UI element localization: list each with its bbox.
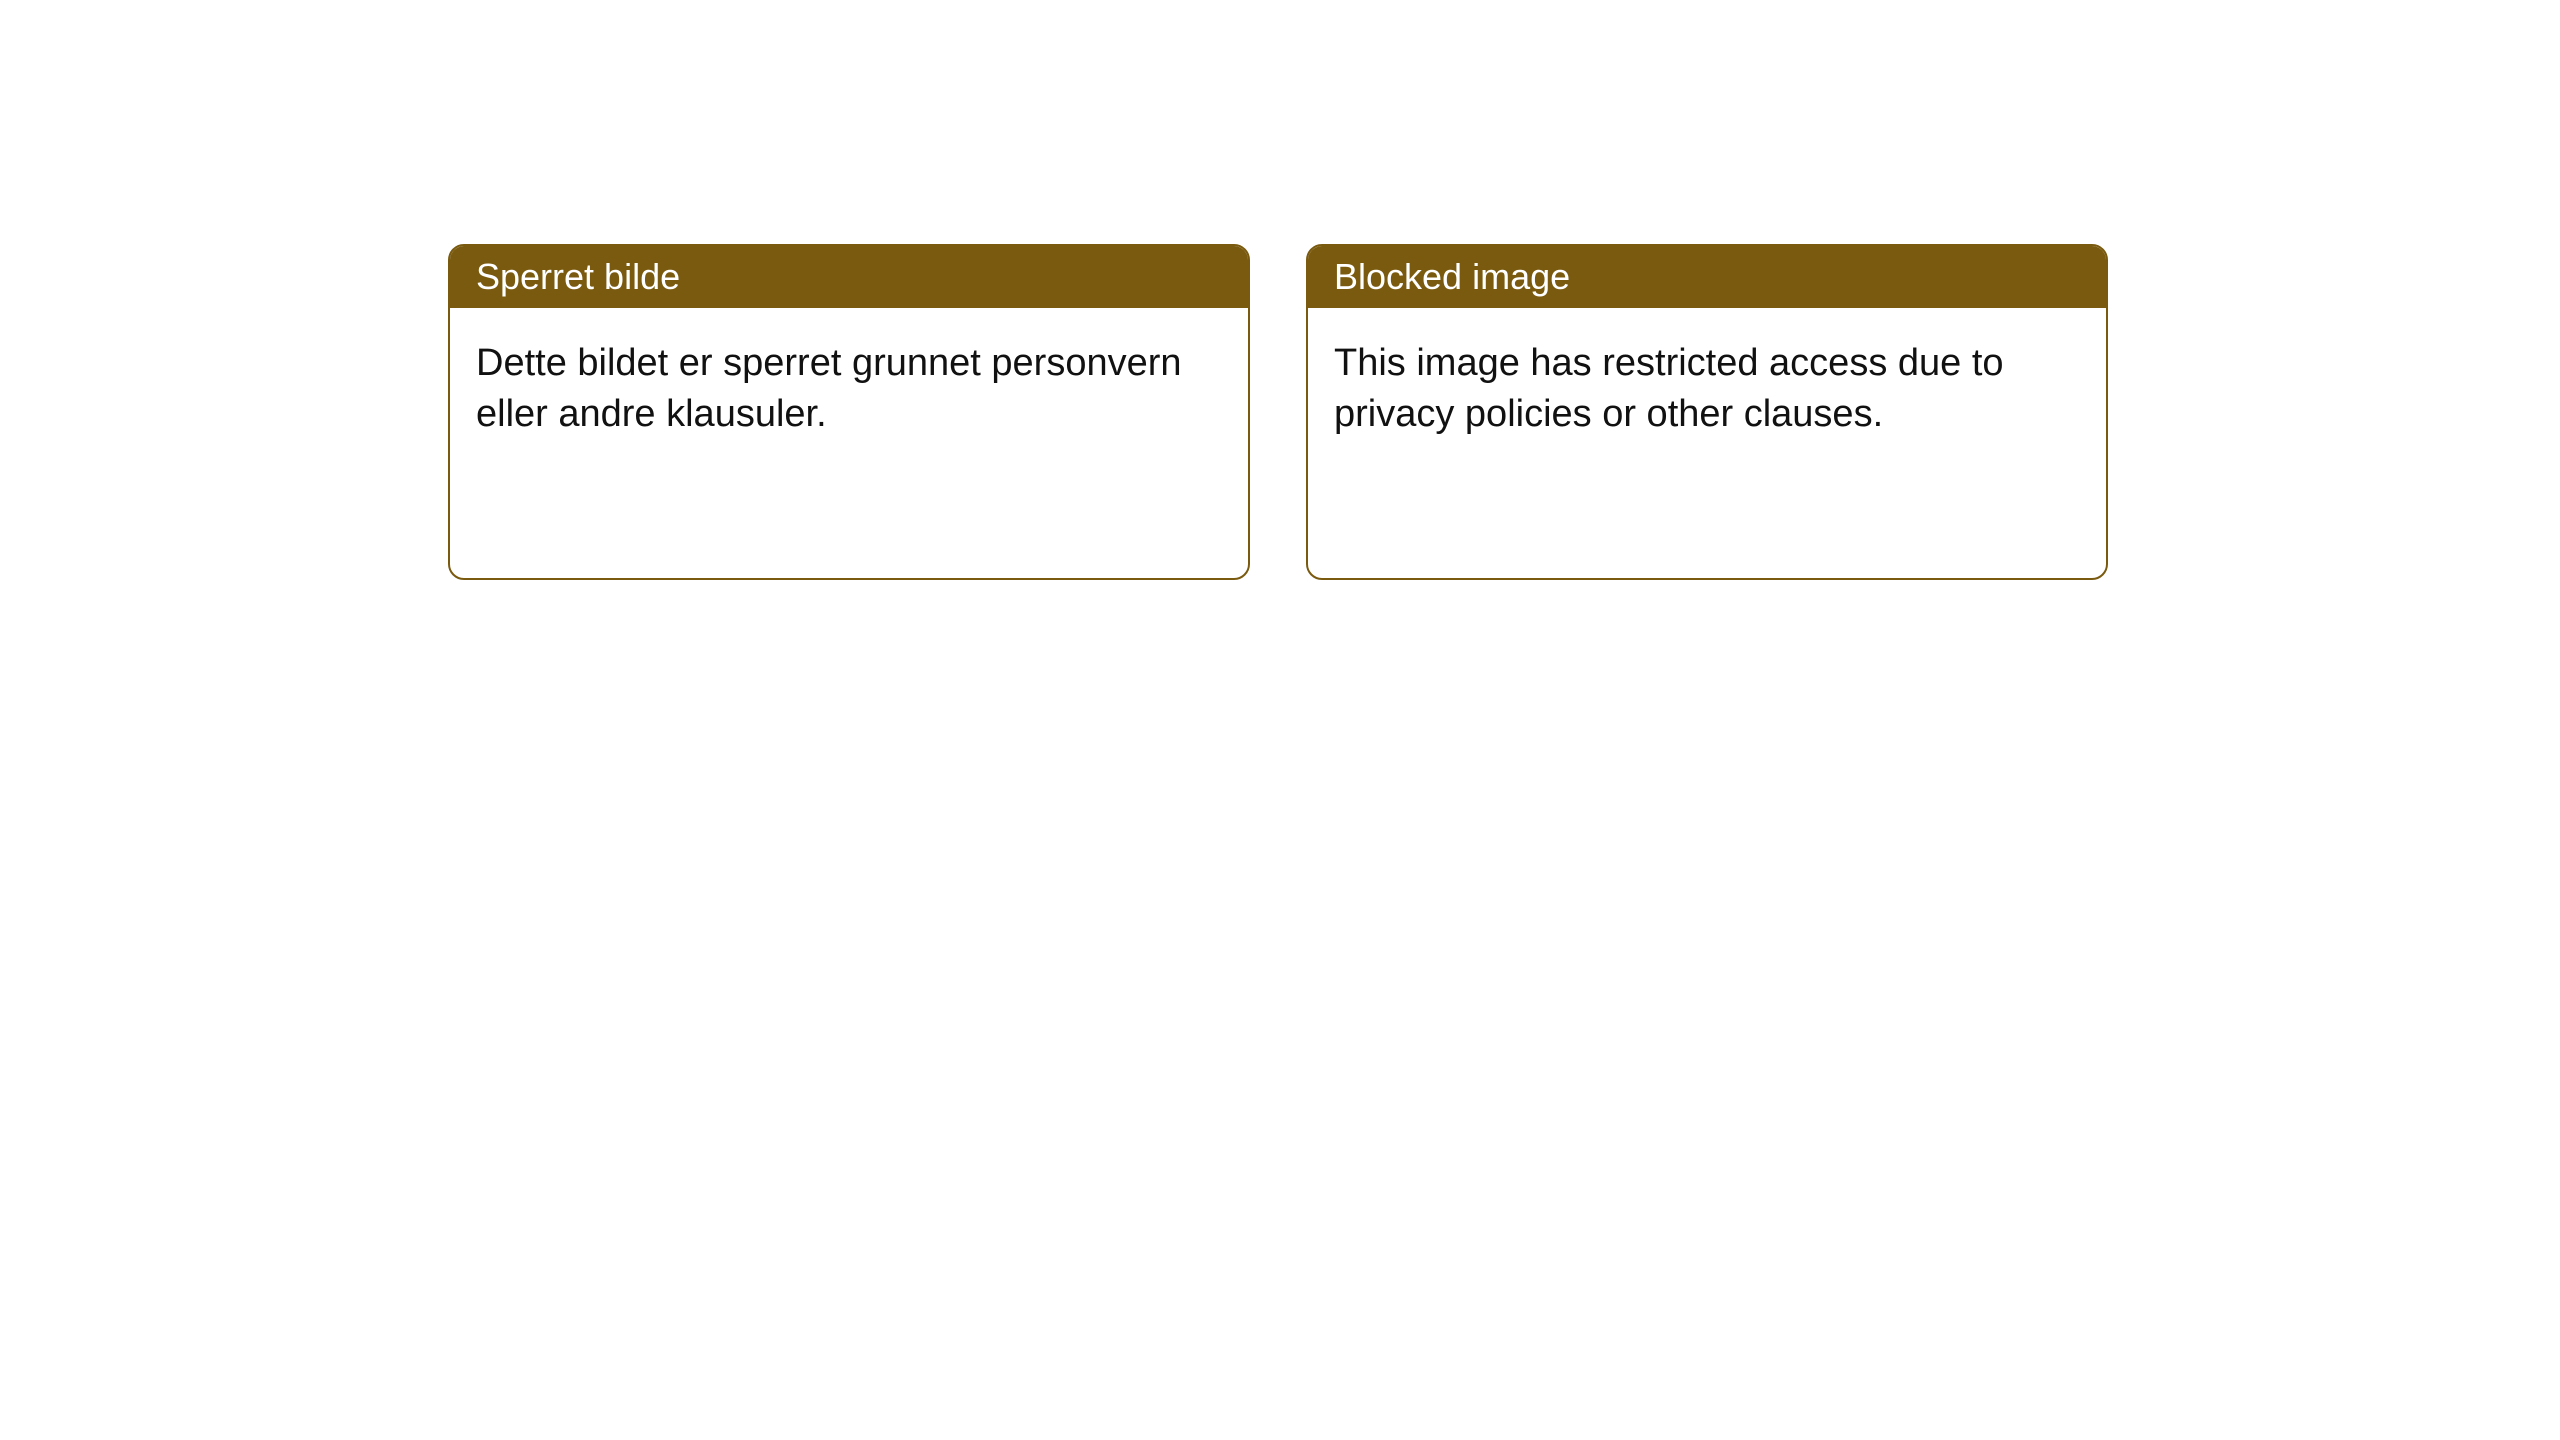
notice-card-english: Blocked image This image has restricted … [1306,244,2108,580]
notice-body: This image has restricted access due to … [1308,308,2106,578]
notice-card-norwegian: Sperret bilde Dette bildet er sperret gr… [448,244,1250,580]
notice-header: Sperret bilde [450,246,1248,308]
notice-body: Dette bildet er sperret grunnet personve… [450,308,1248,578]
notice-header: Blocked image [1308,246,2106,308]
notice-container: Sperret bilde Dette bildet er sperret gr… [0,0,2560,580]
